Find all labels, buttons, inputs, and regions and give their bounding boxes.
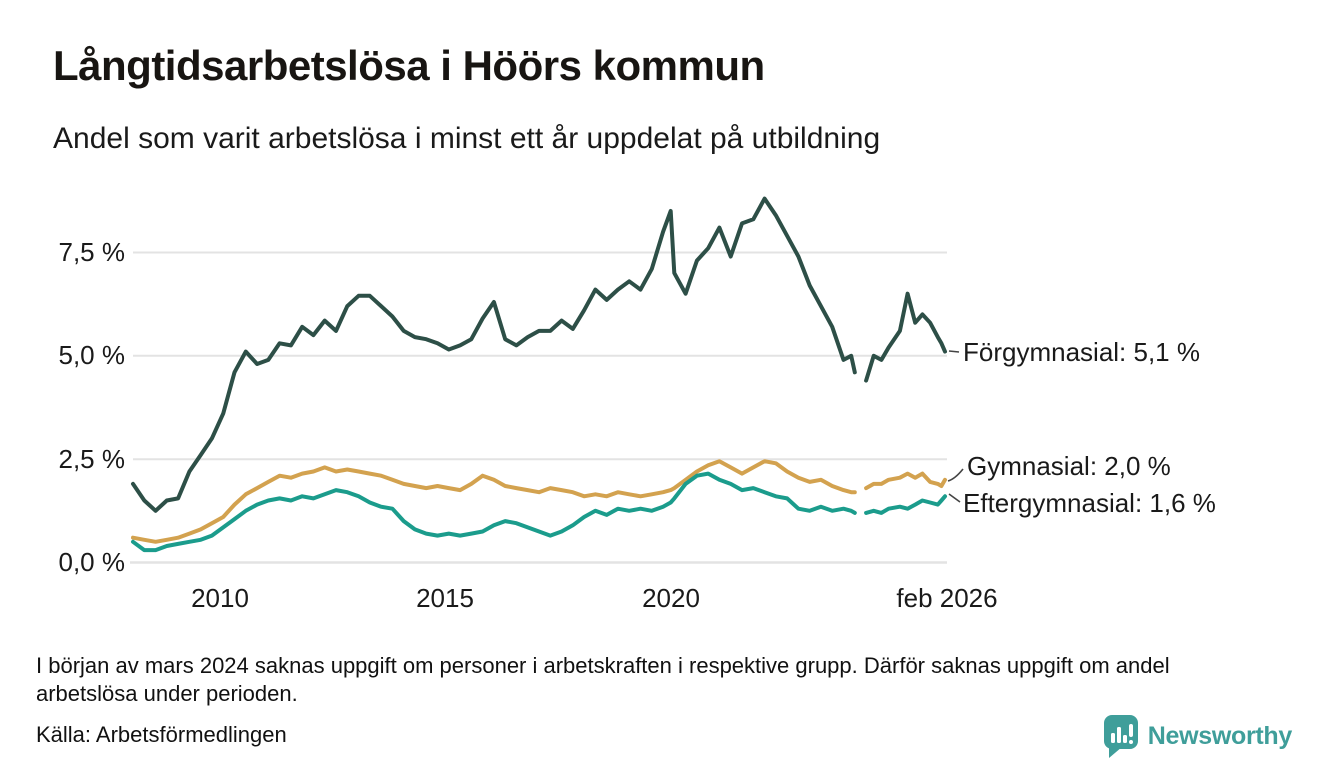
y-tick-label: 2,5 % [59,444,126,474]
source-text: Källa: Arbetsförmedlingen [36,722,287,747]
y-tick-label: 0,0 % [59,547,126,577]
series-end-label-forgymnasial: Förgymnasial: 5,1 % [963,337,1200,367]
series-line-forgymnasial [131,196,947,513]
series-end-label-gymnasial: Gymnasial: 2,0 % [967,451,1171,481]
connector-eftergymnasial [948,493,961,503]
x-axis-labels: 2010 2015 2020 feb 2026 [191,583,998,613]
page-title: Långtidsarbetslösa i Höörs kommun [53,42,765,89]
series-line-gymnasial [131,459,947,544]
x-tick-label: 2015 [416,583,474,613]
x-tick-label: feb 2026 [896,583,997,613]
series-end-labels: Förgymnasial: 5,1 % Gymnasial: 2,0 % Eft… [963,337,1216,518]
page-subtitle: Andel som varit arbetslösa i minst ett å… [53,122,881,155]
label-connectors [947,350,964,503]
newsworthy-logo: Newsworthy [1102,712,1292,760]
newsworthy-wordmark: Newsworthy [1147,721,1293,750]
series-end-label-eftergymnasial: Eftergymnasial: 1,6 % [963,488,1216,518]
x-tick-label: 2010 [191,583,249,613]
series-line-eftergymnasial [131,471,947,553]
y-tick-label: 5,0 % [59,340,126,370]
x-tick-label: 2020 [642,583,700,613]
y-tick-label: 7,5 % [59,237,126,267]
y-axis-labels: 7,5 % 5,0 % 2,5 % 0,0 % [59,237,126,577]
connector-gymnasial [947,468,964,482]
connector-forgymnasial [948,350,960,353]
series-lines [131,196,947,553]
footnote: I början av mars 2024 saknas uppgift om … [36,653,1170,706]
gridlines [130,251,947,564]
newsworthy-bubble-chart-icon [1103,715,1138,758]
